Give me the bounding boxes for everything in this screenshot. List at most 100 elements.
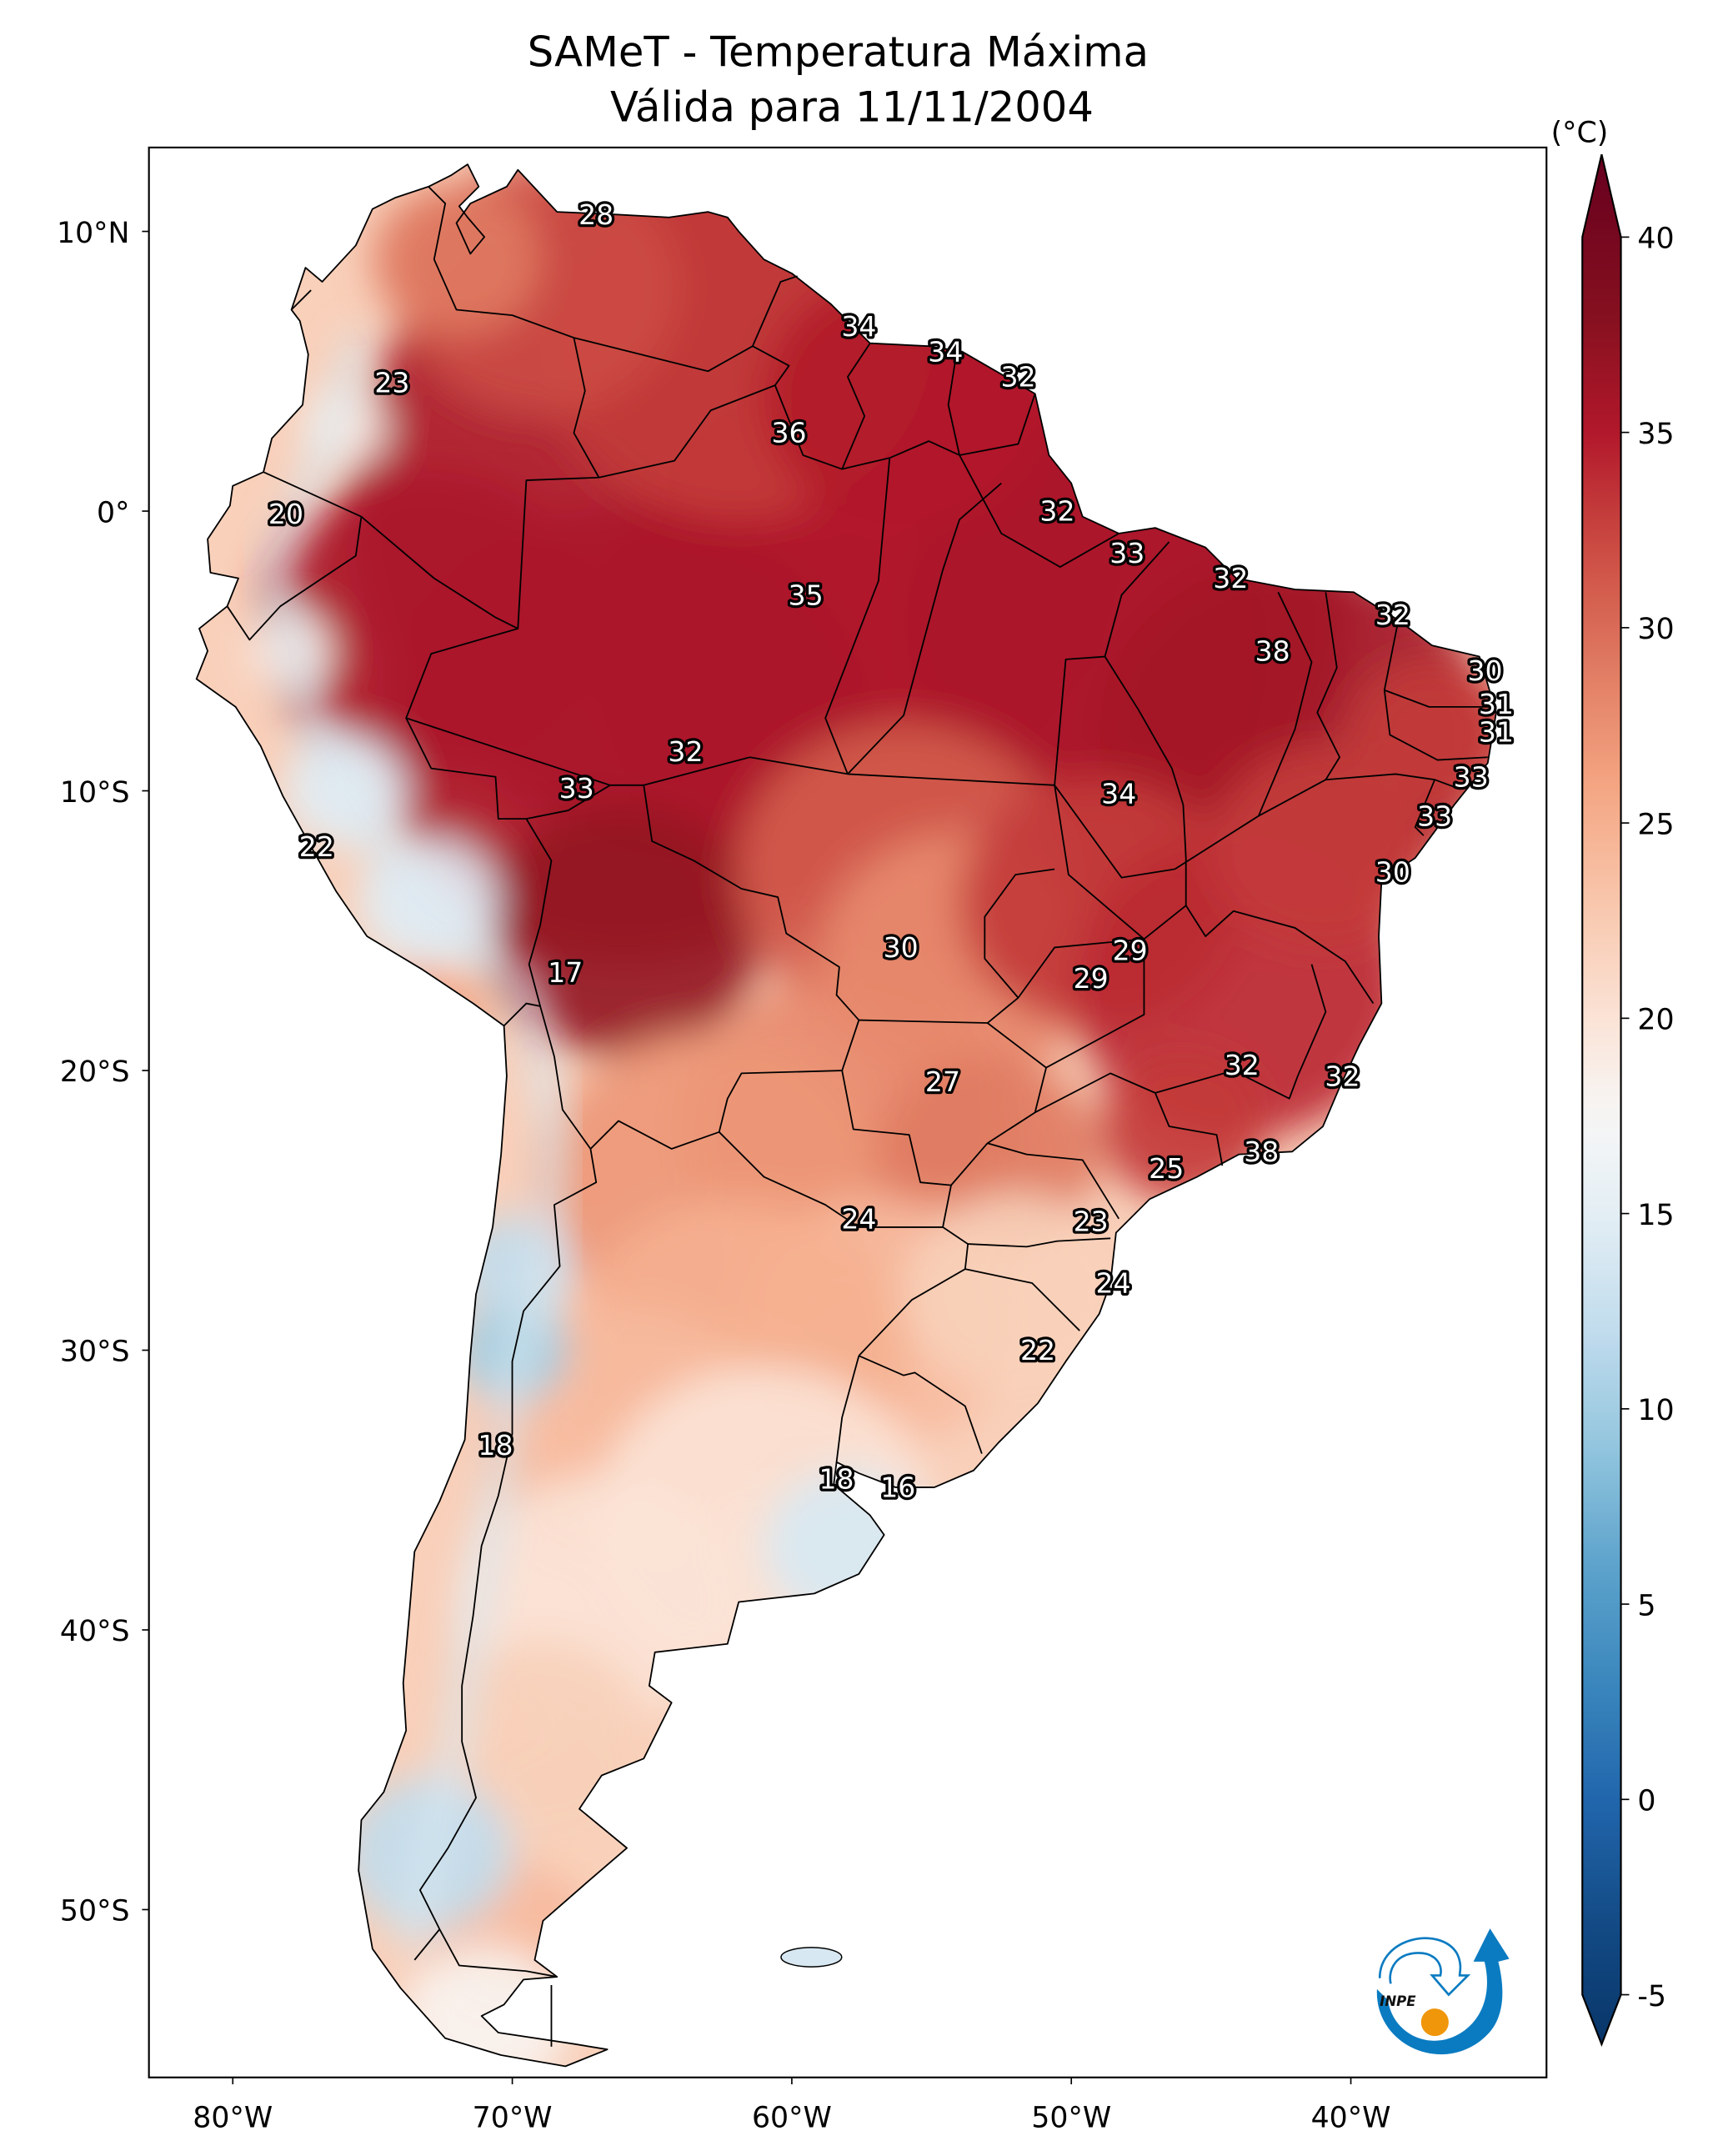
x-tick-label: 80°W: [193, 2101, 273, 2134]
colorbar-tick-label: 35: [1637, 418, 1674, 451]
border-line: [644, 756, 1175, 879]
chart-title: SAMeT - Temperatura Máxima: [528, 28, 1149, 76]
station-value-label: 33: [1417, 800, 1452, 832]
border-line: [503, 818, 553, 1026]
station-value-label: 27: [925, 1065, 960, 1098]
logo-swirl-icon: [1376, 1928, 1510, 2055]
coastline: [195, 163, 1497, 2068]
station-value-label: 36: [772, 417, 807, 449]
map-frame: [148, 146, 1548, 2078]
colorbar-tick-label: 10: [1637, 1394, 1674, 1427]
station-value-label: 32: [668, 735, 703, 768]
station-value-label: 33: [559, 772, 594, 805]
station-value-label: 31: [1479, 716, 1514, 749]
x-tick-label: 40°W: [1311, 2101, 1391, 2134]
station-value-label: 32: [1225, 1049, 1260, 1081]
border-line: [1383, 619, 1491, 708]
country-borders: [195, 163, 1497, 2068]
border-line: [1155, 964, 1327, 1100]
x-tick-label: 50°W: [1031, 2101, 1111, 2134]
chart-subtitle: Válida para 11/11/2004: [610, 83, 1094, 132]
station-value-label: 17: [548, 956, 583, 989]
border-line: [847, 482, 1002, 775]
border-line: [226, 516, 363, 641]
border-line: [1414, 779, 1436, 836]
station-value-label: 16: [880, 1471, 915, 1503]
station-value-label: 32: [1375, 599, 1410, 631]
colorbar: (°C) 40 35 30 25 20 15 10 5 0 -5: [1551, 116, 1675, 2048]
station-value-label: 23: [374, 366, 409, 399]
border-line: [1258, 591, 1313, 817]
colorbar-tick-label: 30: [1637, 613, 1674, 646]
station-value-label: 33: [1109, 537, 1144, 569]
falkland-islands: [780, 1947, 843, 1968]
border-line: [1054, 656, 1187, 940]
colorbar-unit-label: (°C): [1551, 116, 1609, 149]
station-value-label: 25: [1149, 1152, 1184, 1185]
y-tick-label: 40°S: [60, 1615, 130, 1648]
border-line: [589, 1070, 843, 1150]
border-line: [859, 1019, 988, 1024]
station-value-label: 24: [1095, 1267, 1130, 1300]
station-value-label: 32: [1213, 562, 1248, 594]
y-axis-ticks: 10°N 0° 10°S 20°S 30°S 40°S 50°S: [57, 217, 149, 1928]
border-line: [719, 1131, 944, 1228]
border-line: [405, 717, 611, 786]
station-value-label: 31: [1479, 688, 1514, 720]
colorbar-tick-label: -5: [1637, 1980, 1666, 2013]
station-value-label: 34: [1101, 777, 1136, 810]
border-line: [1316, 592, 1340, 780]
station-value-label: 23: [1074, 1206, 1109, 1238]
colorbar-tick-label: 40: [1637, 223, 1674, 256]
border-line: [835, 1355, 860, 1462]
x-axis-ticks: 80°W 70°W 60°W 50°W 40°W: [193, 2077, 1391, 2134]
station-value-label: 30: [1375, 855, 1410, 888]
border-line: [1383, 689, 1488, 761]
border-line: [1034, 1072, 1224, 1166]
y-tick-label: 0°: [97, 496, 129, 529]
border-line: [1174, 773, 1458, 870]
border-line: [858, 1226, 969, 1356]
border-line: [858, 1355, 983, 1454]
colorbar-tick-label: 15: [1637, 1199, 1674, 1232]
border-line: [774, 384, 1036, 470]
y-tick-label: 10°S: [60, 776, 130, 810]
x-tick-label: 70°W: [473, 2101, 553, 2134]
logo-text: INPE: [1380, 1993, 1416, 2009]
colorbar-gradient: [1581, 153, 1622, 2048]
colorbar-tick-label: 25: [1637, 808, 1674, 841]
y-tick-label: 50°S: [60, 1895, 130, 1928]
station-value-label: 28: [579, 198, 614, 231]
colorbar-tick-label: 0: [1637, 1785, 1655, 1818]
border-line: [824, 458, 891, 775]
y-tick-label: 30°S: [60, 1336, 130, 1369]
border-line: [405, 628, 527, 820]
border-line: [428, 186, 600, 479]
inpe-logo: INPE: [1376, 1928, 1510, 2055]
andes-cool-band: [259, 330, 567, 1950]
border-line: [987, 1142, 1119, 1220]
border-line: [413, 1928, 441, 1961]
y-tick-label: 20°S: [60, 1055, 130, 1089]
border-line: [599, 275, 798, 479]
station-value-label: 29: [1113, 934, 1148, 966]
station-value-label: 22: [1020, 1334, 1055, 1366]
station-value-label: 33: [1454, 760, 1489, 793]
border-line: [841, 343, 871, 470]
colorbar-ticks: 40 35 30 25 20 15 10 5 0 -5: [1620, 223, 1675, 2013]
border-line: [984, 868, 1055, 999]
station-value-label: 32: [1039, 495, 1074, 528]
station-value-label: 29: [1074, 962, 1109, 995]
border-line: [950, 1067, 1047, 1186]
y-tick-label: 10°N: [57, 217, 130, 250]
station-value-label: 24: [841, 1202, 876, 1235]
border-line: [573, 337, 754, 373]
station-value-label: 32: [1000, 361, 1035, 394]
border-line: [947, 351, 960, 456]
border-line: [964, 1268, 1080, 1331]
station-value-label: 30: [884, 931, 919, 964]
temperature-region: [260, 471, 597, 775]
logo-arrow-outline-icon: [1378, 1937, 1471, 1997]
